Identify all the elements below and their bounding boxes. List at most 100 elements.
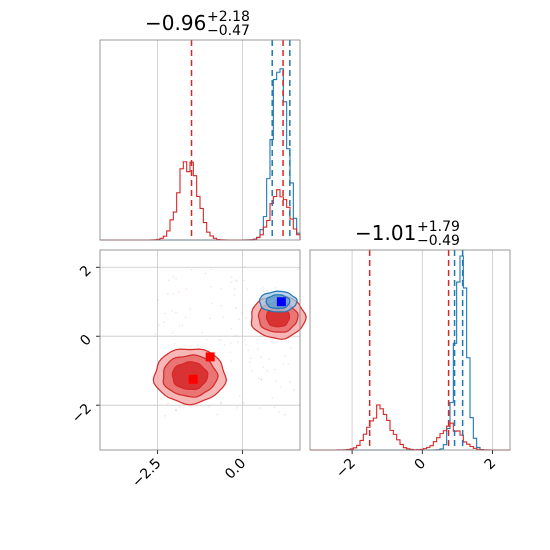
contour-p1-p2-scatter-point (210, 285, 212, 288)
hist-p2-panel: −1.01 +1.79−0.49 −2 0 2 (310, 219, 510, 481)
contour-p1-p2-scatter-point (175, 409, 178, 411)
hist-p2-xtick-label-0: −2 (333, 456, 359, 482)
contour-p1-p2-scatter-point (208, 405, 210, 408)
contour-p1-p2-scatter-point (234, 307, 237, 309)
contour-p1-p2-scatter-point (162, 321, 165, 323)
contour-p1-p2-scatter-point (256, 348, 259, 350)
contour-p1-p2-scatter-point (210, 268, 213, 271)
contour-p1-p2-xtick-label-1: 0.0 (222, 456, 249, 483)
contour-p1-p2-scatter-point (243, 266, 246, 269)
contour-p1-p2-scatter-point (262, 366, 265, 368)
contour-p1-p2-scatter-point (260, 378, 263, 381)
contour-p1-p2-scatter-point (249, 324, 252, 326)
contour-p1-p2-scatter-point (236, 406, 238, 409)
contour-p1-p2-scatter-point (256, 338, 258, 341)
contour-p1-p2-scatter-point (172, 275, 175, 278)
contour-p1-p2-scatter-point (197, 343, 199, 346)
contour-p1-p2-scatter-point (242, 401, 245, 404)
contour-p1-p2-scatter-point (166, 293, 169, 295)
contour-p1-p2-scatter-point (266, 369, 269, 372)
contour-p1-p2-ytick-label-1: 0 (77, 332, 95, 350)
contour-p1-p2-scatter-point (167, 402, 169, 405)
contour-p1-p2-scatter-point (205, 338, 208, 341)
contour-p1-p2-scatter-point (257, 377, 260, 380)
contour-p1-p2-scatter-point (273, 406, 276, 409)
contour-p1-p2-scatter-point (189, 308, 192, 311)
contour-p1-p2-scatter-point (185, 288, 188, 290)
hist-p2-title-sub: −0.49 (417, 233, 460, 249)
contour-p1-p2-scatter-point (173, 342, 176, 345)
contour-p1-p2-scatter-point (270, 340, 273, 343)
contour-p1-p2-scatter-point (179, 406, 181, 409)
contour-p1-p2-scatter-point (223, 344, 226, 346)
contour-p1-p2-scatter-point (233, 288, 236, 290)
contour-p1-p2-ytick-label-0: −2 (69, 401, 95, 427)
hist-p2-series-blue-0 (310, 255, 510, 451)
contour-p1-p2-scatter-point (230, 327, 233, 330)
contour-p1-p2-scatter-point (184, 316, 187, 319)
contour-p1-p2-scatter-point (219, 402, 222, 404)
contour-p1-p2-scatter-point (182, 406, 185, 409)
contour-p1-p2-scatter-point (177, 291, 180, 294)
contour-p1-p2-scatter-point (246, 288, 249, 291)
contour-p1-p2-scatter-point (220, 338, 222, 341)
contour-p1-p2-scatter-point (274, 380, 277, 383)
contour-p1-p2-scatter-point (218, 339, 220, 342)
contour-p1-p2-scatter-point (181, 324, 184, 327)
contour-p1-p2-frame (99, 249, 301, 451)
contour-p1-p2-scatter-point (163, 312, 166, 315)
contour-p1-p2-scatter-point (229, 351, 232, 354)
hist-p2-series-red-1 (310, 404, 510, 451)
contour-p1-p2-scatter-point (279, 386, 282, 389)
contour-p1-p2-scatter-point (233, 294, 236, 297)
hist-p2-title-base: −1.01 (355, 221, 416, 245)
contour-p1-p2-scatter-point (210, 302, 213, 305)
contour-p1-p2-scatter-point (274, 286, 277, 289)
contour-p1-p2-scatter-point (230, 276, 233, 279)
contour-p1-p2-scatter-point (282, 363, 285, 366)
contour-p1-p2-scatter-point (243, 338, 246, 341)
hist-p2-xtick-label-2: 2 (482, 456, 500, 474)
contour-p1-p2-scatter-point (216, 413, 219, 416)
contour-p1-p2-scatter-point (178, 325, 181, 328)
contour-p1-p2-scatter-point (238, 318, 240, 321)
contour-p1-p2-scatter-point (167, 279, 170, 282)
contour-p1-p2-ytick-label-2: 2 (77, 263, 95, 281)
hist-p2-frame (309, 249, 511, 451)
contour-p1-p2-scatter-point (238, 394, 241, 397)
contour-p1-p2-scatter-point (175, 277, 177, 280)
contour-p1-p2-scatter-point (236, 280, 238, 283)
hist-p1-title-base: −0.96 (145, 11, 206, 35)
contour-p1-p2-scatter-point (154, 333, 157, 336)
contour-p1-p2-scatter-point (222, 316, 225, 319)
contour-p1-p2-scatter-point (220, 287, 223, 290)
contour-p1-p2-scatter-point (271, 397, 274, 400)
contour-p1-p2-scatter-point (209, 317, 212, 320)
contour-p1-p2-scatter-point (170, 310, 173, 312)
contour-p1-p2-scatter-point (157, 299, 159, 302)
contour-p1-p2-scatter-point (283, 413, 286, 416)
contour-p1-p2-scatter-point (190, 268, 193, 271)
contour-p1-p2-scatter-point (204, 272, 207, 275)
contour-p1-p2-scatter-point (220, 304, 223, 307)
contour-p1-p2-scatter-point (297, 268, 300, 271)
contour-p1-p2-scatter-point (175, 311, 177, 314)
contour-p1-p2-xtick-label-0: −2.5 (129, 456, 164, 491)
contour-p1-p2-scatter-point (171, 332, 174, 334)
contour-p1-p2-scatter-point (174, 409, 177, 411)
hist-p1-frame (99, 39, 301, 241)
contour-p1-p2-scatter-point (247, 349, 250, 352)
contour-p1-p2-scatter-point (249, 357, 252, 360)
hist-p1-panel: −0.96 +2.18−0.47 (100, 9, 301, 241)
contour-p1-p2-scatter-point (266, 289, 269, 292)
contour-p1-p2-truth-marker-0 (276, 297, 286, 307)
contour-p1-p2-scatter-point (273, 368, 276, 371)
contour-p1-p2-scatter-point (250, 370, 253, 372)
contour-p1-p2-scatter-point (271, 340, 274, 342)
contour-p1-p2-scatter-point (157, 324, 160, 327)
contour-p1-p2-scatter-point (243, 279, 246, 282)
contour-p1-p2-scatter-point (293, 388, 296, 391)
contour-p1-p2-truth-marker-1 (205, 352, 215, 362)
contour-p1-p2-scatter-point (160, 398, 163, 400)
